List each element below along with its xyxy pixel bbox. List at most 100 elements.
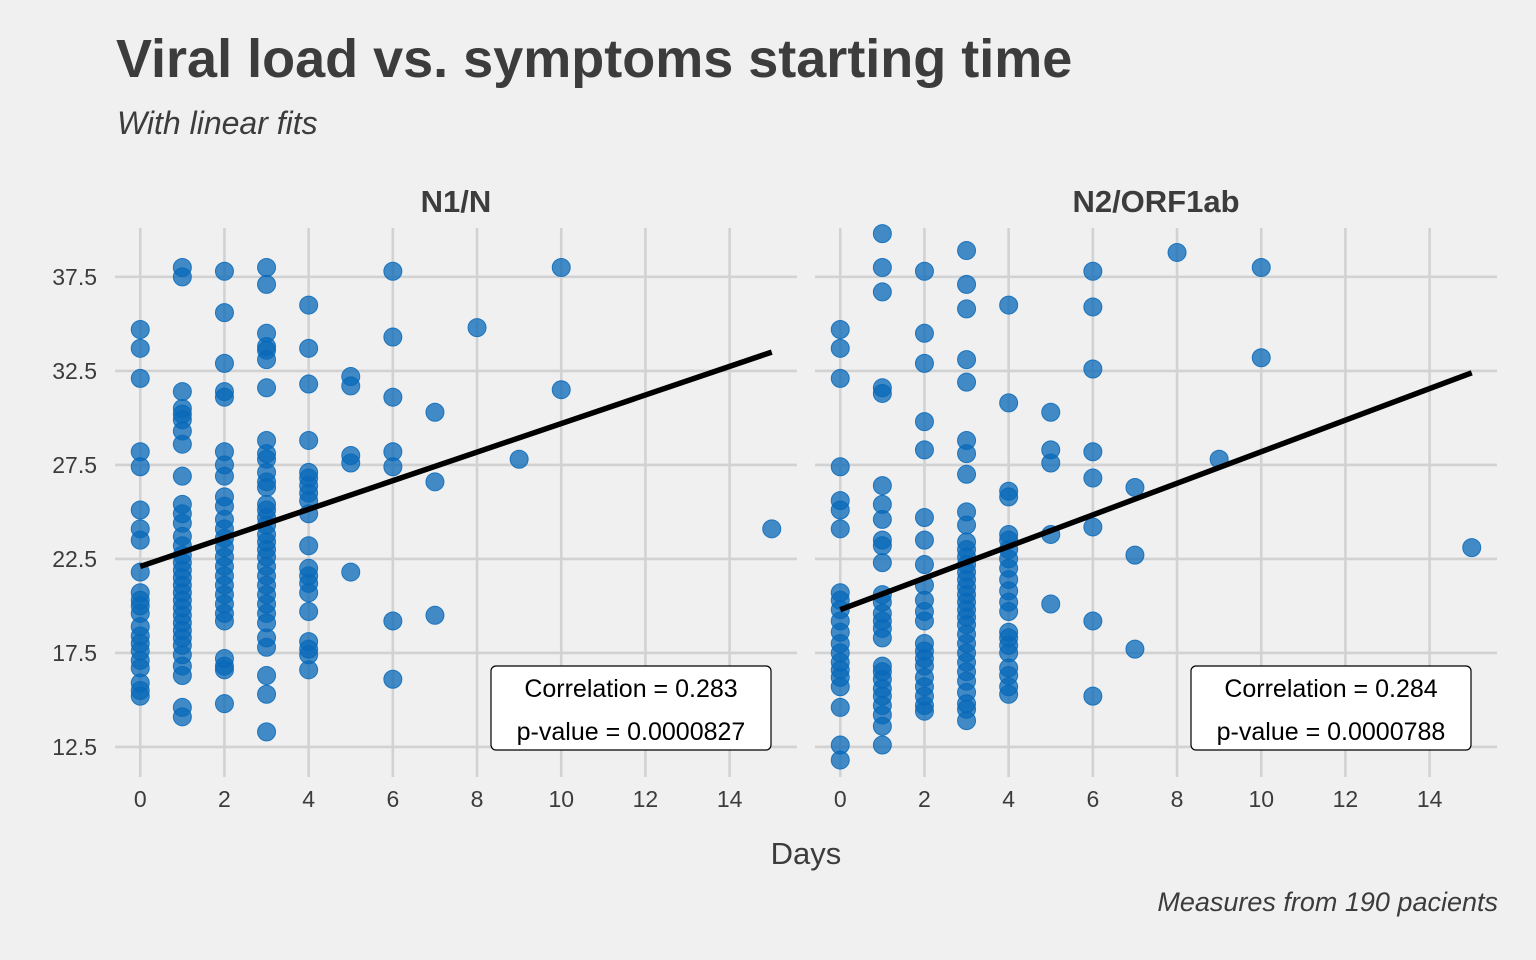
x-tick-label: 12 xyxy=(1333,786,1359,812)
data-point xyxy=(383,457,403,477)
x-tick-label: 4 xyxy=(302,786,315,812)
data-point xyxy=(214,387,234,407)
data-point xyxy=(872,224,892,244)
facet-panel: 0 2 4 6 8 10 12 14 N2/ORF1ab Correlation = 0.284 p… xyxy=(815,184,1497,812)
data-point xyxy=(130,338,150,358)
x-tick-label: 8 xyxy=(1171,786,1184,812)
data-point xyxy=(914,701,934,721)
data-point xyxy=(172,382,192,402)
data-point xyxy=(1083,517,1103,537)
data-point xyxy=(1167,242,1187,262)
data-point xyxy=(383,611,403,631)
linear-fit-line xyxy=(139,349,773,570)
data-point xyxy=(830,677,850,697)
data-point xyxy=(299,430,319,450)
data-point xyxy=(872,257,892,277)
x-tick-label: 14 xyxy=(1417,786,1443,812)
data-point xyxy=(1083,261,1103,281)
data-point xyxy=(257,378,277,398)
data-point xyxy=(872,628,892,648)
data-point xyxy=(130,500,150,520)
data-point xyxy=(999,487,1019,507)
data-point xyxy=(341,562,361,582)
data-point xyxy=(1125,545,1145,565)
data-point xyxy=(257,684,277,704)
x-tick-label: 2 xyxy=(918,786,931,812)
y-tick-label: 32.5 xyxy=(52,358,97,384)
data-point xyxy=(1041,594,1061,614)
x-axis-title: Days xyxy=(771,836,842,871)
data-point xyxy=(383,387,403,407)
data-point xyxy=(551,380,571,400)
data-point xyxy=(1083,611,1103,631)
data-point xyxy=(130,457,150,477)
annotation-box xyxy=(1190,665,1472,751)
data-point xyxy=(957,464,977,484)
data-point xyxy=(299,374,319,394)
correlation-label: Correlation = 0.283 xyxy=(524,675,737,703)
data-point xyxy=(551,257,571,277)
data-point xyxy=(214,303,234,323)
data-point xyxy=(257,274,277,294)
data-point xyxy=(172,707,192,727)
correlation-label: Correlation = 0.284 xyxy=(1224,675,1437,703)
data-point xyxy=(830,697,850,717)
x-tick-label: 6 xyxy=(386,786,399,812)
data-point xyxy=(214,611,234,631)
data-point xyxy=(1083,297,1103,317)
data-point xyxy=(299,338,319,358)
data-point xyxy=(1083,442,1103,462)
facet-panel: 0 2 4 6 8 10 12 14 12.5 17.5 22.5 27.5 32.5 37.5 N1/N C… xyxy=(52,184,797,812)
x-tick-label: 10 xyxy=(1248,786,1274,812)
data-point xyxy=(1251,257,1271,277)
data-point xyxy=(830,320,850,340)
data-point xyxy=(1041,453,1061,473)
data-point xyxy=(130,368,150,388)
data-point xyxy=(999,295,1019,315)
data-point xyxy=(425,402,445,422)
data-point xyxy=(957,711,977,731)
data-point xyxy=(257,722,277,742)
data-point xyxy=(257,257,277,277)
data-point xyxy=(172,665,192,685)
annotation-box xyxy=(490,665,772,751)
data-point xyxy=(830,368,850,388)
data-point xyxy=(172,434,192,454)
data-point xyxy=(957,515,977,535)
data-point xyxy=(383,327,403,347)
data-point xyxy=(914,508,934,528)
data-point xyxy=(299,602,319,622)
data-point xyxy=(872,383,892,403)
data-point xyxy=(872,536,892,556)
data-point xyxy=(872,476,892,496)
data-point xyxy=(257,477,277,497)
data-point xyxy=(257,637,277,657)
data-point xyxy=(999,602,1019,622)
data-point xyxy=(341,376,361,396)
data-point xyxy=(257,665,277,685)
x-tick-label: 6 xyxy=(1086,786,1099,812)
data-point xyxy=(383,669,403,689)
data-point xyxy=(467,318,487,338)
data-point xyxy=(1083,359,1103,379)
data-point xyxy=(830,457,850,477)
data-point xyxy=(914,555,934,575)
data-point xyxy=(914,353,934,373)
data-point xyxy=(999,393,1019,413)
chart-caption: Measures from 190 pacients xyxy=(1157,887,1498,917)
data-point xyxy=(872,282,892,302)
x-tick-label: 10 xyxy=(548,786,574,812)
data-point xyxy=(425,605,445,625)
data-point xyxy=(830,519,850,539)
data-point xyxy=(999,684,1019,704)
data-point xyxy=(914,412,934,432)
data-point xyxy=(914,530,934,550)
x-tick-label: 8 xyxy=(471,786,484,812)
data-point xyxy=(1041,402,1061,422)
data-point xyxy=(957,274,977,294)
data-point xyxy=(214,261,234,281)
data-point xyxy=(914,323,934,343)
data-point xyxy=(509,449,529,469)
data-point xyxy=(257,350,277,370)
y-tick-label: 12.5 xyxy=(52,734,97,760)
